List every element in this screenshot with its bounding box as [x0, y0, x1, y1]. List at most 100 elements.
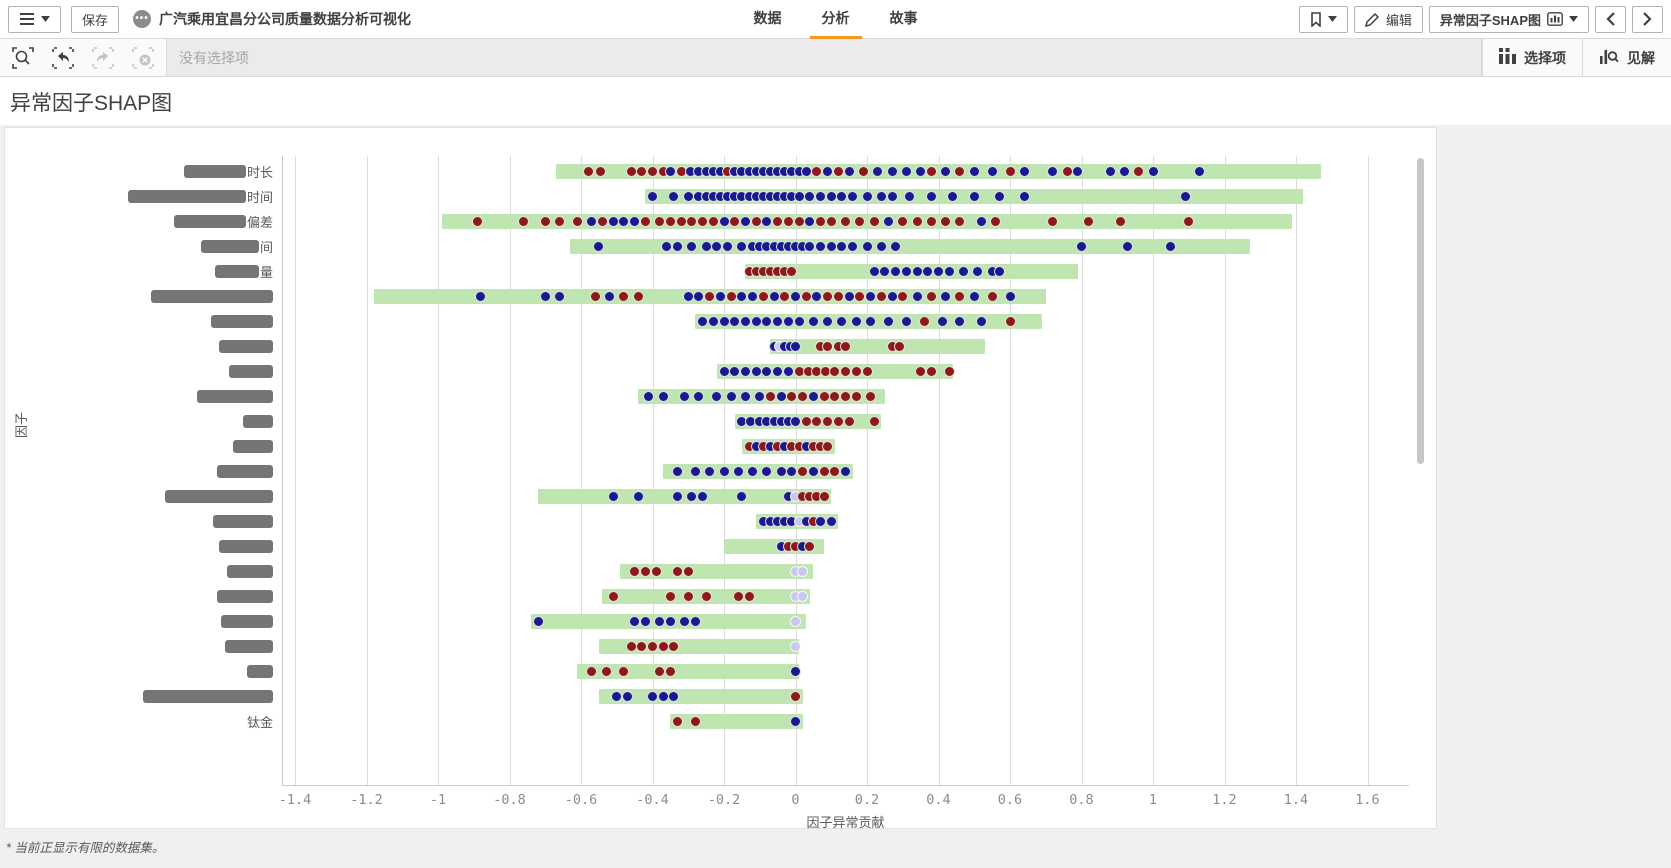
shap-data-point[interactable]	[815, 190, 827, 202]
shap-data-point[interactable]	[739, 390, 751, 402]
shap-data-point[interactable]	[865, 290, 877, 302]
shap-data-point[interactable]	[822, 415, 834, 427]
shap-data-point[interactable]	[840, 390, 852, 402]
shap-data-point[interactable]	[811, 415, 823, 427]
factor-label[interactable]	[247, 662, 273, 680]
selections-tool-button[interactable]: 选择项	[1482, 39, 1582, 76]
factor-label[interactable]	[197, 387, 273, 405]
shap-data-point[interactable]	[868, 265, 880, 277]
shap-data-point[interactable]	[772, 215, 784, 227]
shap-data-point[interactable]	[586, 665, 598, 677]
shap-data-point[interactable]	[604, 290, 616, 302]
shap-data-point[interactable]	[925, 165, 937, 177]
shap-data-point[interactable]	[718, 365, 730, 377]
shap-data-point[interactable]	[632, 290, 644, 302]
shap-data-point[interactable]	[686, 240, 698, 252]
shap-data-point[interactable]	[775, 390, 787, 402]
shap-data-point[interactable]	[954, 290, 966, 302]
shap-data-point[interactable]	[1076, 240, 1087, 252]
shap-data-point[interactable]	[786, 390, 798, 402]
factor-label[interactable]	[221, 612, 273, 630]
shap-data-point[interactable]	[754, 390, 766, 402]
shap-data-point[interactable]	[650, 565, 662, 577]
shap-data-point[interactable]	[800, 165, 812, 177]
edit-button[interactable]: 编辑	[1353, 5, 1423, 33]
factor-label[interactable]: 间	[200, 237, 273, 255]
shap-data-point[interactable]	[793, 190, 805, 202]
shap-data-point[interactable]	[797, 565, 809, 577]
shap-data-point[interactable]	[679, 390, 691, 402]
shap-data-point[interactable]	[840, 340, 852, 352]
shap-data-point[interactable]	[825, 190, 837, 202]
shap-data-point[interactable]	[686, 215, 698, 227]
shap-data-point[interactable]	[800, 415, 812, 427]
shap-data-point[interactable]	[829, 365, 841, 377]
shap-data-point[interactable]	[790, 615, 801, 627]
shap-data-point[interactable]	[1115, 215, 1127, 227]
factor-label[interactable]	[233, 437, 273, 455]
shap-data-point[interactable]	[818, 465, 830, 477]
shap-data-point[interactable]	[654, 665, 666, 677]
smart-search-icon[interactable]	[4, 43, 42, 73]
shap-data-point[interactable]	[790, 340, 801, 352]
factor-label[interactable]	[219, 337, 273, 355]
shap-data-point[interactable]	[664, 665, 676, 677]
shap-data-point[interactable]	[607, 490, 619, 502]
shap-data-point[interactable]	[879, 265, 891, 277]
step-back-icon[interactable]	[44, 43, 82, 73]
shap-data-point[interactable]	[1183, 215, 1195, 227]
shap-data-point[interactable]	[657, 640, 669, 652]
shap-data-point[interactable]	[822, 340, 834, 352]
step-forward-icon[interactable]	[84, 43, 122, 73]
shap-data-point[interactable]	[850, 315, 862, 327]
shap-data-point[interactable]	[865, 390, 877, 402]
shap-data-point[interactable]	[729, 215, 741, 227]
shap-data-point[interactable]	[475, 290, 487, 302]
next-sheet-button[interactable]	[1632, 5, 1663, 33]
shap-data-point[interactable]	[1061, 165, 1073, 177]
shap-data-point[interactable]	[925, 190, 937, 202]
shap-data-point[interactable]	[571, 215, 583, 227]
shap-data-point[interactable]	[750, 365, 762, 377]
shap-data-point[interactable]	[832, 165, 844, 177]
shap-data-point[interactable]	[764, 390, 776, 402]
shap-data-point[interactable]	[697, 490, 709, 502]
shap-data-point[interactable]	[786, 265, 798, 277]
shap-data-point[interactable]	[736, 490, 748, 502]
shap-data-point[interactable]	[739, 215, 751, 227]
shap-data-point[interactable]	[968, 190, 980, 202]
shap-data-point[interactable]	[793, 215, 805, 227]
shap-data-point[interactable]	[868, 215, 880, 227]
shap-data-point[interactable]	[940, 165, 952, 177]
shap-data-point[interactable]	[675, 215, 687, 227]
shap-data-point[interactable]	[761, 315, 773, 327]
shap-data-point[interactable]	[654, 215, 666, 227]
shap-data-point[interactable]	[739, 315, 751, 327]
shap-data-point[interactable]	[743, 590, 755, 602]
shap-data-point[interactable]	[815, 240, 827, 252]
shap-data-point[interactable]	[718, 315, 730, 327]
shap-data-point[interactable]	[854, 290, 866, 302]
shap-data-point[interactable]	[975, 215, 987, 227]
shap-data-point[interactable]	[890, 265, 902, 277]
shap-data-point[interactable]	[672, 465, 684, 477]
shap-data-point[interactable]	[647, 690, 658, 702]
shap-data-point[interactable]	[625, 640, 637, 652]
shap-data-point[interactable]	[811, 165, 823, 177]
shap-data-point[interactable]	[807, 390, 819, 402]
shap-data-point[interactable]	[1122, 240, 1134, 252]
shap-data-point[interactable]	[647, 165, 658, 177]
shap-data-point[interactable]	[693, 390, 705, 402]
shap-data-point[interactable]	[825, 240, 837, 252]
shap-data-point[interactable]	[897, 290, 909, 302]
shap-data-point[interactable]	[815, 515, 827, 527]
current-selections-strip[interactable]: 没有选择项	[166, 39, 1482, 76]
shap-data-point[interactable]	[739, 365, 751, 377]
shap-data-point[interactable]	[779, 290, 791, 302]
shap-data-point[interactable]	[886, 190, 898, 202]
shap-data-point[interactable]	[611, 690, 623, 702]
shap-data-point[interactable]	[725, 390, 737, 402]
shap-data-point[interactable]	[804, 240, 816, 252]
shap-data-point[interactable]	[968, 165, 980, 177]
shap-data-point[interactable]	[911, 290, 923, 302]
